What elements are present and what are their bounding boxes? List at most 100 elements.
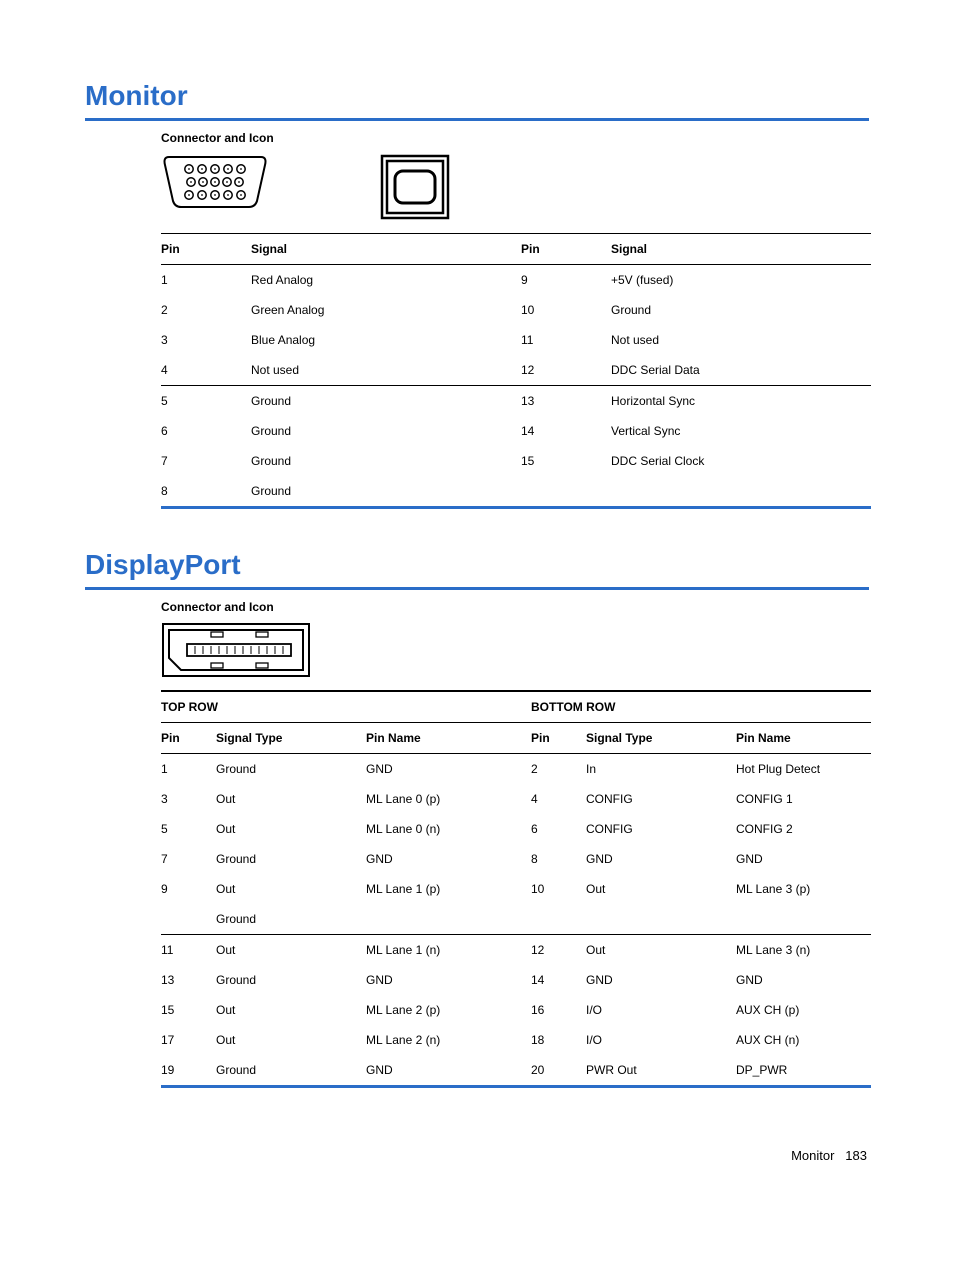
table-cell: 9 xyxy=(521,265,611,296)
table-cell xyxy=(161,904,216,935)
table-cell xyxy=(531,904,586,935)
table-row: 1Red Analog9+5V (fused) xyxy=(161,265,871,296)
table-cell: 13 xyxy=(521,386,611,417)
table-cell: ML Lane 3 (n) xyxy=(736,935,871,966)
table-cell: ML Lane 0 (n) xyxy=(366,814,531,844)
page-footer: Monitor 183 xyxy=(85,1148,869,1163)
dp-bottom-row-label: BOTTOM ROW xyxy=(531,691,871,723)
table-row: 9OutML Lane 1 (p)10OutML Lane 3 (p) xyxy=(161,874,871,904)
table-cell: 16 xyxy=(531,995,586,1025)
displayport-rule xyxy=(85,587,869,590)
table-cell: 12 xyxy=(521,355,611,386)
table-cell: AUX CH (p) xyxy=(736,995,871,1025)
table-cell: Out xyxy=(216,1025,366,1055)
table-cell: Out xyxy=(216,874,366,904)
table-cell: 13 xyxy=(161,965,216,995)
table-cell: 20 xyxy=(531,1055,586,1087)
table-cell: Vertical Sync xyxy=(611,416,871,446)
table-cell: 7 xyxy=(161,446,251,476)
table-cell: 1 xyxy=(161,265,251,296)
dp-th-name-a: Pin Name xyxy=(366,723,531,754)
table-cell: 11 xyxy=(161,935,216,966)
table-cell: Out xyxy=(586,935,736,966)
table-cell: Ground xyxy=(251,386,521,417)
table-cell: GND xyxy=(736,844,871,874)
table-row: 3OutML Lane 0 (p)4CONFIGCONFIG 1 xyxy=(161,784,871,814)
table-cell xyxy=(586,904,736,935)
table-cell: 2 xyxy=(531,754,586,785)
table-cell: 9 xyxy=(161,874,216,904)
table-cell: Out xyxy=(216,784,366,814)
table-cell: DP_PWR xyxy=(736,1055,871,1087)
table-row: 5OutML Lane 0 (n)6CONFIGCONFIG 2 xyxy=(161,814,871,844)
table-cell: GND xyxy=(366,965,531,995)
table-cell: 1 xyxy=(161,754,216,785)
table-cell: CONFIG 1 xyxy=(736,784,871,814)
monitor-th-pin-a: Pin xyxy=(161,234,251,265)
table-cell: 4 xyxy=(161,355,251,386)
table-cell: 15 xyxy=(521,446,611,476)
table-row: 8Ground xyxy=(161,476,871,508)
monitor-pin-table: Pin Signal Pin Signal 1Red Analog9+5V (f… xyxy=(161,233,871,509)
table-row: 7Ground15DDC Serial Clock xyxy=(161,446,871,476)
monitor-th-sig-a: Signal xyxy=(251,234,521,265)
table-cell: 8 xyxy=(531,844,586,874)
table-cell: DDC Serial Data xyxy=(611,355,871,386)
table-cell: GND xyxy=(736,965,871,995)
table-cell: 5 xyxy=(161,386,251,417)
table-cell: ML Lane 0 (p) xyxy=(366,784,531,814)
table-cell: ML Lane 1 (n) xyxy=(366,935,531,966)
table-cell: 19 xyxy=(161,1055,216,1087)
table-cell: 17 xyxy=(161,1025,216,1055)
table-cell: ML Lane 1 (p) xyxy=(366,874,531,904)
table-row: 5Ground13Horizontal Sync xyxy=(161,386,871,417)
table-cell xyxy=(611,476,871,508)
dp-th-pin-b: Pin xyxy=(531,723,586,754)
table-cell: Out xyxy=(216,814,366,844)
table-cell: Ground xyxy=(216,754,366,785)
table-row: 19GroundGND20PWR OutDP_PWR xyxy=(161,1055,871,1087)
table-cell: GND xyxy=(586,844,736,874)
table-cell xyxy=(366,904,531,935)
table-cell: Ground xyxy=(216,904,366,935)
monitor-connector-label: Connector and Icon xyxy=(161,131,869,145)
monitor-rule xyxy=(85,118,869,121)
table-row: 17OutML Lane 2 (n)18I/OAUX CH (n) xyxy=(161,1025,871,1055)
table-cell: 10 xyxy=(531,874,586,904)
monitor-title: Monitor xyxy=(85,80,869,112)
table-cell: 14 xyxy=(531,965,586,995)
table-cell: GND xyxy=(366,844,531,874)
table-cell xyxy=(736,904,871,935)
footer-page: 183 xyxy=(845,1148,867,1163)
table-cell: 3 xyxy=(161,325,251,355)
table-cell: I/O xyxy=(586,995,736,1025)
table-cell: Hot Plug Detect xyxy=(736,754,871,785)
table-cell: AUX CH (n) xyxy=(736,1025,871,1055)
table-cell: Ground xyxy=(251,416,521,446)
table-cell: I/O xyxy=(586,1025,736,1055)
table-cell: ML Lane 2 (n) xyxy=(366,1025,531,1055)
table-cell: ML Lane 3 (p) xyxy=(736,874,871,904)
table-cell: 4 xyxy=(531,784,586,814)
table-cell: Ground xyxy=(251,476,521,508)
monitor-icon xyxy=(379,153,451,221)
table-cell: Ground xyxy=(611,295,871,325)
dp-th-name-b: Pin Name xyxy=(736,723,871,754)
table-cell: Blue Analog xyxy=(251,325,521,355)
table-cell: Not used xyxy=(611,325,871,355)
table-row: 11OutML Lane 1 (n)12OutML Lane 3 (n) xyxy=(161,935,871,966)
monitor-th-sig-b: Signal xyxy=(611,234,871,265)
table-cell: Ground xyxy=(216,965,366,995)
table-cell: GND xyxy=(366,1055,531,1087)
table-cell: ML Lane 2 (p) xyxy=(366,995,531,1025)
table-cell: 6 xyxy=(161,416,251,446)
table-cell: 18 xyxy=(531,1025,586,1055)
table-row: 4Not used12DDC Serial Data xyxy=(161,355,871,386)
table-cell: +5V (fused) xyxy=(611,265,871,296)
table-cell: PWR Out xyxy=(586,1055,736,1087)
table-cell: Out xyxy=(216,935,366,966)
table-cell: 8 xyxy=(161,476,251,508)
table-cell: 3 xyxy=(161,784,216,814)
table-cell: DDC Serial Clock xyxy=(611,446,871,476)
table-cell: Ground xyxy=(216,844,366,874)
